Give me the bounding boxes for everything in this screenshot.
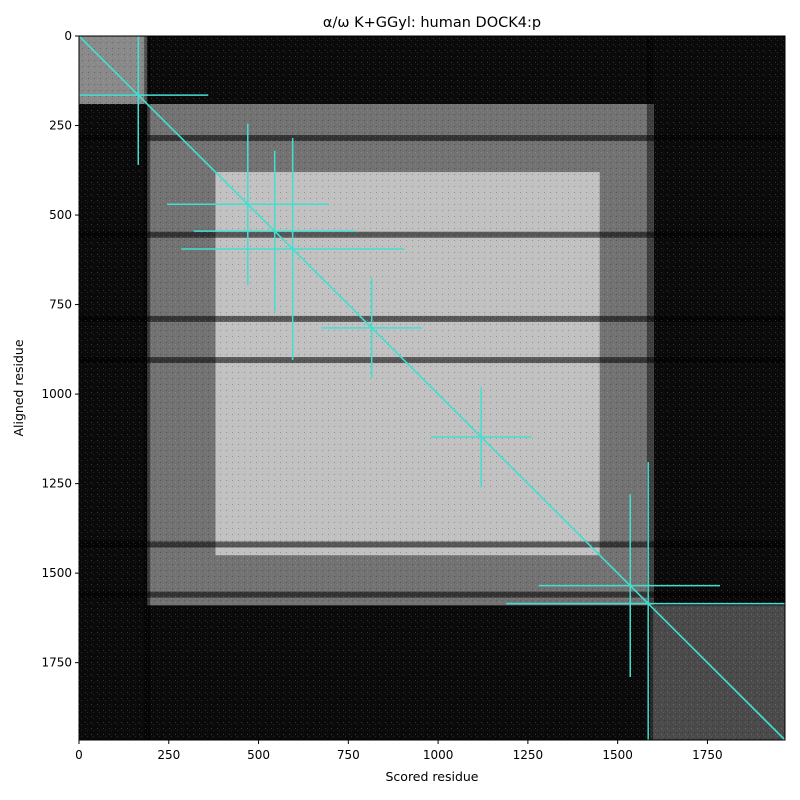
y-tick-label: 1750	[41, 656, 72, 670]
chart-title: α/ω K+GGyl: human DOCK4:p	[323, 15, 541, 31]
y-tick-label: 1500	[41, 566, 72, 580]
plot-area	[78, 35, 786, 741]
x-tick-label: 0	[75, 748, 83, 762]
x-axis: 0 250 500 750 1000 1250 1500 1750	[75, 740, 723, 762]
y-tick-label: 750	[49, 298, 72, 312]
x-axis-label: Scored residue	[385, 769, 478, 784]
plot-frame	[78, 35, 786, 741]
y-axis: 0 250 500 750 1000 1250 1500 1750	[41, 29, 79, 670]
y-tick-label: 1250	[41, 477, 72, 491]
x-tick-label: 1750	[692, 748, 723, 762]
x-tick-label: 1000	[423, 748, 454, 762]
y-axis-label: Aligned residue	[11, 339, 26, 436]
diagonal-line	[79, 36, 785, 740]
overlay-layer	[79, 36, 785, 740]
y-tick-label: 1000	[41, 387, 72, 401]
x-tick-label: 1250	[513, 748, 544, 762]
x-tick-label: 250	[157, 748, 180, 762]
y-tick-label: 0	[64, 29, 72, 43]
y-tick-label: 500	[49, 208, 72, 222]
x-tick-label: 500	[247, 748, 270, 762]
x-tick-label: 1500	[602, 748, 633, 762]
y-tick-label: 250	[49, 119, 72, 133]
x-tick-label: 750	[337, 748, 360, 762]
